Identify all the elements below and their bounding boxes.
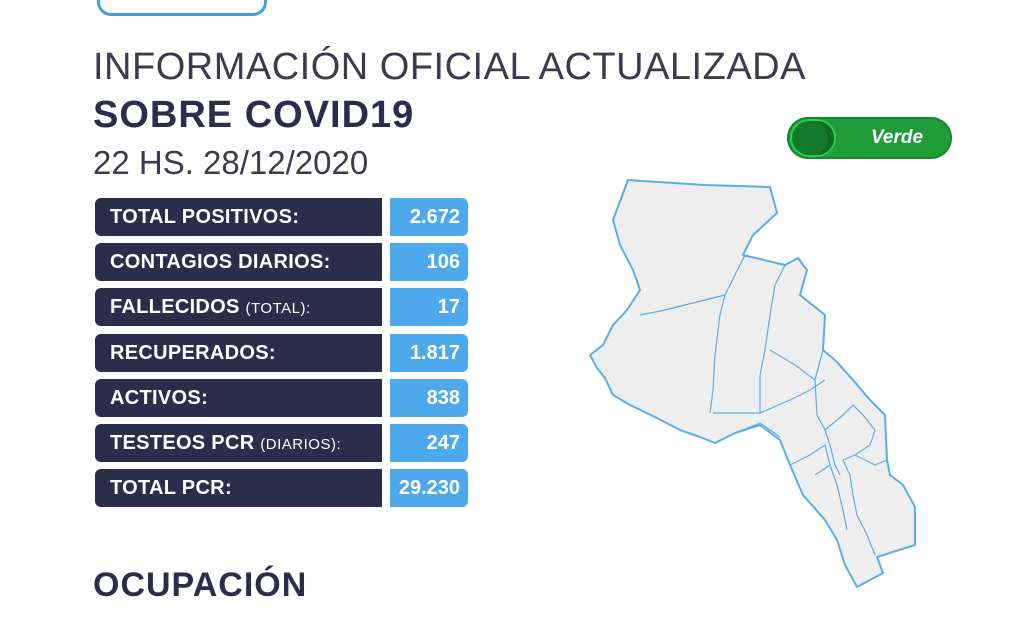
stat-colon: : xyxy=(268,341,276,364)
stat-row-fallecidos: FALLECIDOS (TOTAL): 17 xyxy=(95,288,470,327)
stat-colon: : xyxy=(336,435,342,453)
stat-colon: : xyxy=(323,251,331,274)
department-border xyxy=(734,422,781,438)
stat-row-total-pcr: TOTAL PCR: 29.230 xyxy=(95,469,470,508)
toggle-knob-icon xyxy=(792,121,834,155)
stat-row-testeos-pcr: TESTEOS PCR (DIARIOS): 247 xyxy=(95,423,470,462)
stat-label-box: TESTEOS PCR (DIARIOS): xyxy=(95,423,382,462)
stat-label: CONTAGIOS DIARIOS xyxy=(110,251,324,274)
stat-colon: : xyxy=(305,300,311,318)
top-accent-bar xyxy=(97,0,267,16)
section-title-ocupacion: OCUPACIÓN xyxy=(93,566,308,604)
stat-value: 2.672 xyxy=(390,198,468,236)
stat-label: RECUPERADOS xyxy=(110,341,269,364)
department-border xyxy=(829,464,848,531)
stat-value: 29.230 xyxy=(390,469,468,508)
stat-label: TOTAL PCR xyxy=(110,477,225,500)
stat-label-box: CONTAGIOS DIARIOS: xyxy=(95,243,382,282)
stat-value: 106 xyxy=(390,243,468,282)
stat-label: FALLECIDOS xyxy=(110,296,240,319)
stat-label: TESTEOS PCR xyxy=(110,431,255,454)
department-border xyxy=(709,254,746,414)
department-border xyxy=(789,444,831,476)
department-border xyxy=(759,264,786,413)
status-label: Verde xyxy=(870,127,924,148)
stat-label-box: ACTIVOS: xyxy=(95,378,382,417)
stat-label-box: TOTAL PCR: xyxy=(95,469,382,508)
stat-row-activos: ACTIVOS: 838 xyxy=(95,378,470,417)
stat-row-contagios-diarios: CONTAGIOS DIARIOS: 106 xyxy=(95,243,470,282)
stat-label: TOTAL POSITIVOS xyxy=(110,206,293,228)
stat-value: 1.817 xyxy=(390,333,468,372)
stat-label: ACTIVOS xyxy=(110,386,201,409)
report-datetime: 22 HS. 28/12/2020 xyxy=(93,144,369,181)
stats-table: TOTAL POSITIVOS: 2.672 CONTAGIOS DIARIOS… xyxy=(95,198,470,514)
stat-row-recuperados: RECUPERADOS: 1.817 xyxy=(95,333,470,372)
department-border xyxy=(842,459,876,556)
stat-value: 17 xyxy=(390,288,468,327)
headline: INFORMACIÓN OFICIAL ACTUALIZADA xyxy=(93,46,806,88)
province-outline xyxy=(589,179,916,588)
stat-colon: : xyxy=(224,477,232,500)
department-border xyxy=(814,379,841,476)
status-indicator-toggle: Verde xyxy=(787,117,952,159)
stat-colon: : xyxy=(292,206,300,228)
stat-qualifier: (DIARIOS) xyxy=(260,435,337,453)
department-border xyxy=(639,294,726,316)
stat-label-box: TOTAL POSITIVOS: xyxy=(95,198,382,236)
province-map xyxy=(589,179,916,588)
department-border xyxy=(854,454,888,466)
stat-value: 838 xyxy=(390,378,468,417)
stat-value: 247 xyxy=(390,423,468,462)
department-border xyxy=(824,404,876,461)
subheadline: SOBRE COVID19 xyxy=(93,94,415,136)
stat-row-total-positivos: TOTAL POSITIVOS: 2.672 xyxy=(95,198,470,236)
stat-colon: : xyxy=(201,386,208,409)
stat-label-box: FALLECIDOS (TOTAL): xyxy=(95,288,382,327)
stat-label-box: RECUPERADOS: xyxy=(95,333,382,372)
stat-qualifier: (TOTAL) xyxy=(245,300,306,318)
department-border xyxy=(769,349,824,382)
